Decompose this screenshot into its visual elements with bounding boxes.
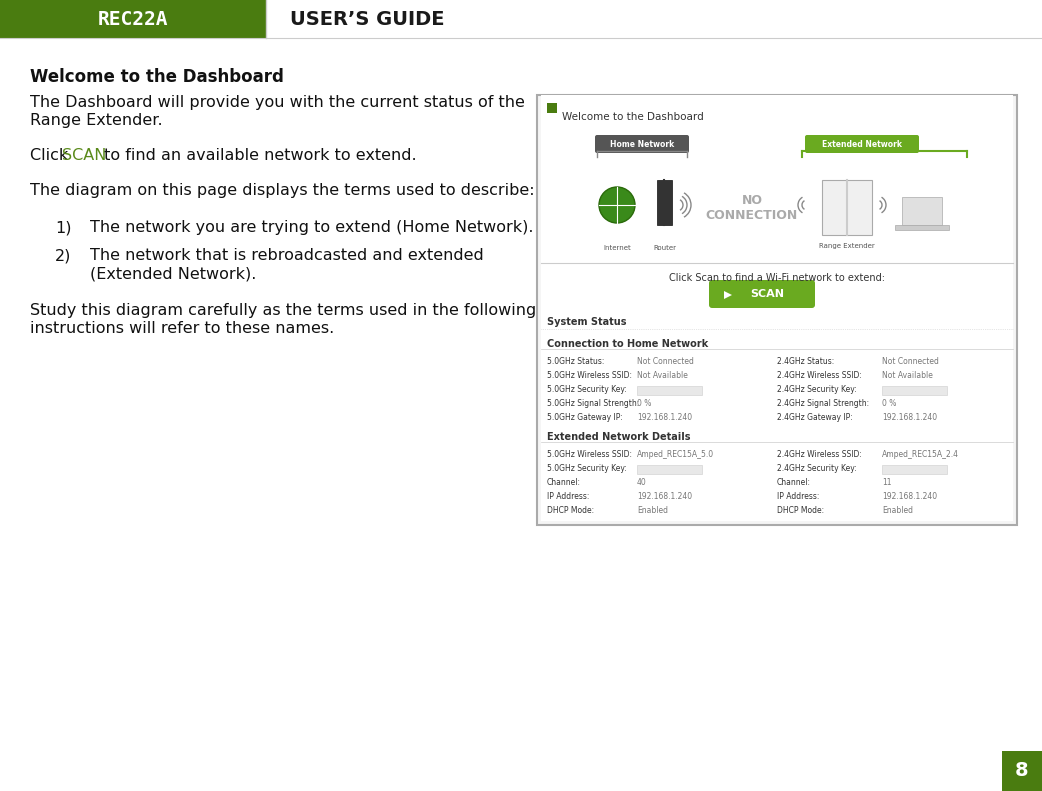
Text: Extended Network Details: Extended Network Details <box>547 432 691 442</box>
Text: Extended Network: Extended Network <box>822 139 902 149</box>
Text: 2): 2) <box>55 248 71 263</box>
Polygon shape <box>724 291 731 299</box>
Bar <box>637 386 702 395</box>
Text: Enabled: Enabled <box>882 506 913 515</box>
Text: 2.4GHz Status:: 2.4GHz Status: <box>777 357 835 366</box>
Bar <box>895 225 949 230</box>
Text: Not Available: Not Available <box>637 371 688 380</box>
Text: DHCP Mode:: DHCP Mode: <box>777 506 824 515</box>
Text: Connection to Home Network: Connection to Home Network <box>547 339 709 349</box>
Text: 5.0GHz Wireless SSID:: 5.0GHz Wireless SSID: <box>547 371 632 380</box>
FancyBboxPatch shape <box>805 135 919 153</box>
Text: 5.0GHz Signal Strength:: 5.0GHz Signal Strength: <box>547 399 639 408</box>
Text: 5.0GHz Gateway IP:: 5.0GHz Gateway IP: <box>547 413 623 422</box>
Text: 2.4GHz Wireless SSID:: 2.4GHz Wireless SSID: <box>777 450 862 459</box>
Text: SCAN: SCAN <box>63 148 106 163</box>
Text: Welcome to the Dashboard: Welcome to the Dashboard <box>562 112 703 122</box>
Bar <box>1002 751 1042 791</box>
Circle shape <box>599 187 635 223</box>
Text: Amped_REC15A_2.4: Amped_REC15A_2.4 <box>882 450 959 459</box>
Bar <box>882 465 947 474</box>
Bar <box>822 180 872 235</box>
Text: System Status: System Status <box>547 317 626 327</box>
Text: IP Address:: IP Address: <box>777 492 819 501</box>
Text: The Dashboard will provide you with the current status of the: The Dashboard will provide you with the … <box>30 95 525 110</box>
Text: 0 %: 0 % <box>882 399 896 408</box>
Text: 192.168.1.240: 192.168.1.240 <box>882 492 937 501</box>
Text: IP Address:: IP Address: <box>547 492 590 501</box>
Bar <box>658 180 672 225</box>
FancyBboxPatch shape <box>595 135 689 153</box>
Bar <box>541 95 1013 123</box>
Text: SCAN: SCAN <box>750 289 784 299</box>
FancyBboxPatch shape <box>537 95 1017 525</box>
Bar <box>547 103 557 113</box>
Text: USER’S GUIDE: USER’S GUIDE <box>290 9 445 28</box>
Text: Range Extender.: Range Extender. <box>30 113 163 128</box>
Text: Enabled: Enabled <box>637 506 668 515</box>
Text: The network you are trying to extend (Home Network).: The network you are trying to extend (Ho… <box>90 220 534 235</box>
Text: Internet: Internet <box>603 245 630 251</box>
Text: 0 %: 0 % <box>637 399 651 408</box>
Text: 11: 11 <box>882 478 892 487</box>
Text: NO: NO <box>742 194 763 206</box>
Text: 2.4GHz Gateway IP:: 2.4GHz Gateway IP: <box>777 413 852 422</box>
Text: Channel:: Channel: <box>547 478 581 487</box>
Text: 8: 8 <box>1015 762 1028 781</box>
Text: 2.4GHz Security Key:: 2.4GHz Security Key: <box>777 464 857 473</box>
Text: to find an available network to extend.: to find an available network to extend. <box>99 148 417 163</box>
Bar <box>882 386 947 395</box>
Text: Router: Router <box>653 245 676 251</box>
Text: Not Connected: Not Connected <box>882 357 939 366</box>
Text: 192.168.1.240: 192.168.1.240 <box>637 413 692 422</box>
Text: CONNECTION: CONNECTION <box>705 209 798 221</box>
Text: REC22A: REC22A <box>98 9 168 28</box>
Text: The network that is rebroadcasted and extended: The network that is rebroadcasted and ex… <box>90 248 483 263</box>
Text: The diagram on this page displays the terms used to describe:: The diagram on this page displays the te… <box>30 183 535 198</box>
Text: Click: Click <box>30 148 73 163</box>
Text: 5.0GHz Security Key:: 5.0GHz Security Key: <box>547 464 627 473</box>
Text: 2.4GHz Wireless SSID:: 2.4GHz Wireless SSID: <box>777 371 862 380</box>
Text: 2.4GHz Signal Strength:: 2.4GHz Signal Strength: <box>777 399 869 408</box>
Text: 40: 40 <box>637 478 647 487</box>
Text: instructions will refer to these names.: instructions will refer to these names. <box>30 321 334 336</box>
Text: Click Scan to find a Wi-Fi network to extend:: Click Scan to find a Wi-Fi network to ex… <box>669 273 885 283</box>
Text: Range Extender: Range Extender <box>819 243 875 249</box>
Text: Channel:: Channel: <box>777 478 811 487</box>
Text: 192.168.1.240: 192.168.1.240 <box>637 492 692 501</box>
Text: Welcome to the Dashboard: Welcome to the Dashboard <box>30 68 283 86</box>
Text: (Extended Network).: (Extended Network). <box>90 266 256 281</box>
Text: Study this diagram carefully as the terms used in the following: Study this diagram carefully as the term… <box>30 303 537 318</box>
Text: 5.0GHz Status:: 5.0GHz Status: <box>547 357 604 366</box>
Bar <box>902 197 942 225</box>
Bar <box>0 0 266 38</box>
Text: Not Available: Not Available <box>882 371 933 380</box>
Text: 192.168.1.240: 192.168.1.240 <box>882 413 937 422</box>
Bar <box>541 99 1013 521</box>
Text: 5.0GHz Security Key:: 5.0GHz Security Key: <box>547 385 627 394</box>
Text: 5.0GHz Wireless SSID:: 5.0GHz Wireless SSID: <box>547 450 632 459</box>
Bar <box>637 465 702 474</box>
Text: Amped_REC15A_5.0: Amped_REC15A_5.0 <box>637 450 714 459</box>
Text: Home Network: Home Network <box>610 139 674 149</box>
Text: Not Connected: Not Connected <box>637 357 694 366</box>
FancyBboxPatch shape <box>709 280 815 308</box>
Text: DHCP Mode:: DHCP Mode: <box>547 506 594 515</box>
Text: 1): 1) <box>55 220 72 235</box>
Text: 2.4GHz Security Key:: 2.4GHz Security Key: <box>777 385 857 394</box>
